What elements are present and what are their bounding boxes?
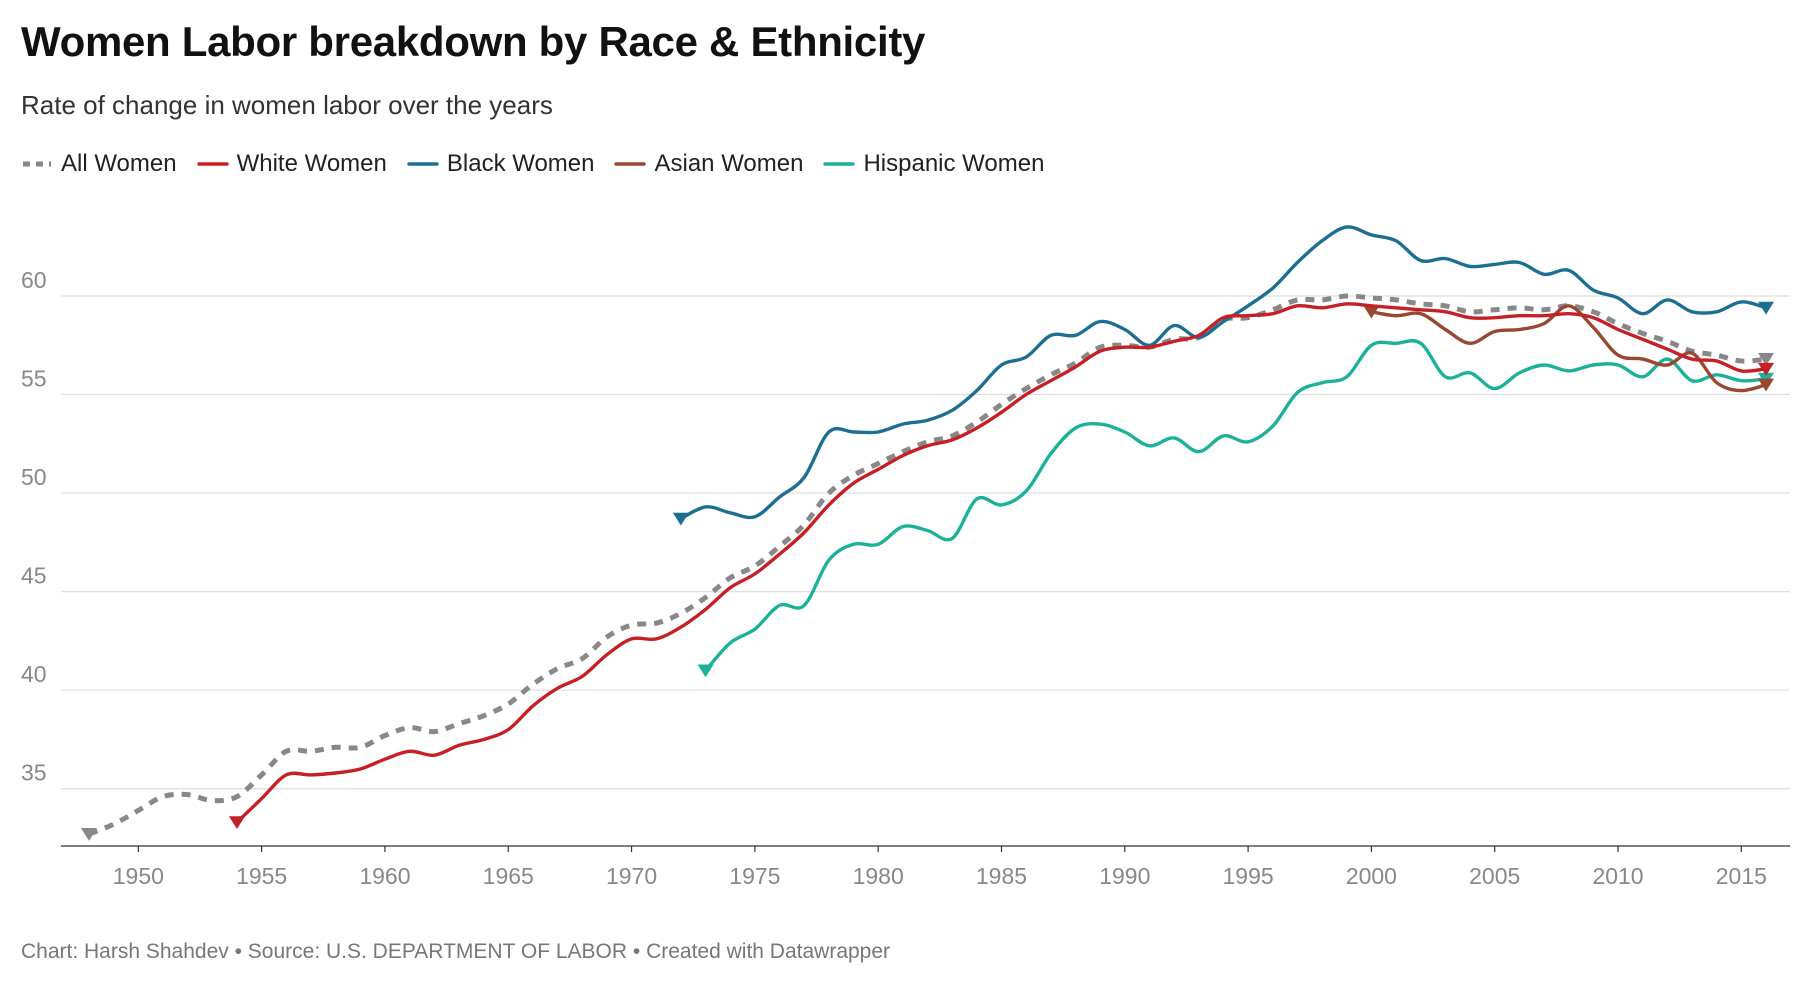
asian-women-start-marker xyxy=(1363,305,1380,319)
legend-label: Hispanic Women xyxy=(863,150,1045,177)
black-women-line xyxy=(679,225,1768,521)
legend-swatch xyxy=(823,162,856,166)
x-tick-label: 1995 xyxy=(1223,863,1274,889)
series-white-women xyxy=(228,302,1774,830)
legend-label: All Women xyxy=(61,150,177,177)
x-tick-label: 2005 xyxy=(1469,863,1520,889)
x-tick-label: 1975 xyxy=(729,863,780,889)
all-women-end-marker xyxy=(1758,353,1774,366)
y-tick-label: 60 xyxy=(21,267,47,293)
y-tick-label: 55 xyxy=(21,366,47,392)
asian-women-end-marker xyxy=(1758,378,1774,392)
chart-title: Women Labor breakdown by Race & Ethnicit… xyxy=(21,18,926,65)
gridlines xyxy=(61,295,1790,847)
x-tick-label: 2010 xyxy=(1592,863,1643,889)
x-tick-label: 1980 xyxy=(853,863,904,889)
x-tick-label: 2015 xyxy=(1716,863,1767,889)
legend-label: White Women xyxy=(236,150,387,177)
legend-item-asian-women: Asian Women xyxy=(614,150,803,178)
legend-swatch xyxy=(23,161,51,167)
black-women-start-marker xyxy=(672,512,689,526)
hispanic-women-start-marker xyxy=(697,664,714,678)
white-women-line xyxy=(235,302,1768,824)
chart-footer-credit: Chart: Harsh Shahdev • Source: U.S. DEPA… xyxy=(21,940,891,963)
legend-label: Black Women xyxy=(446,150,595,177)
y-axis-ticks: 35 40 45 50 55 60 xyxy=(21,267,47,786)
legend-item-black-women: Black Women xyxy=(407,150,595,178)
white-women-start-marker xyxy=(228,816,245,830)
x-axis-ticks: 1950 1955 1960 1965 1970 1975 1980 1985 1990 1995… xyxy=(113,846,1767,889)
black-women-end-marker xyxy=(1758,301,1774,315)
series-lines xyxy=(81,225,1774,841)
legend-swatch xyxy=(614,162,647,166)
legend-item-all-women: All Women xyxy=(21,150,177,178)
chart-legend: All Women White Women Black Women Asian Wom… xyxy=(21,150,1064,178)
chart-subtitle: Rate of change in women labor over the y… xyxy=(21,90,553,120)
all-women-start-marker xyxy=(81,828,97,841)
x-tick-label: 1955 xyxy=(236,863,287,889)
legend-swatch xyxy=(407,162,439,166)
x-tick-label: 1985 xyxy=(976,863,1027,889)
x-tick-label: 1990 xyxy=(1099,863,1150,889)
y-tick-label: 40 xyxy=(21,661,47,687)
x-tick-label: 2000 xyxy=(1346,863,1397,889)
x-tick-label: 1970 xyxy=(606,863,657,889)
y-tick-label: 50 xyxy=(21,464,47,490)
x-tick-label: 1950 xyxy=(113,863,164,889)
all-women-line xyxy=(88,293,1767,837)
legend-item-hispanic-women: Hispanic Women xyxy=(823,150,1044,178)
series-all-women xyxy=(81,293,1774,841)
series-black-women xyxy=(672,225,1774,526)
line-chart: 35 40 45 50 55 60 1950 1955 1960 1965 1970 1975 198… xyxy=(21,225,1790,889)
white-women-end-marker xyxy=(1758,362,1774,376)
series-hispanic-women xyxy=(697,339,1774,678)
legend-item-white-women: White Women xyxy=(196,150,387,178)
x-tick-label: 1965 xyxy=(483,863,534,889)
y-tick-label: 35 xyxy=(21,760,47,786)
legend-swatch xyxy=(196,162,229,166)
x-tick-label: 1960 xyxy=(359,863,410,889)
hispanic-women-line xyxy=(703,339,1768,673)
y-tick-label: 45 xyxy=(21,563,47,589)
legend-label: Asian Women xyxy=(654,150,804,177)
